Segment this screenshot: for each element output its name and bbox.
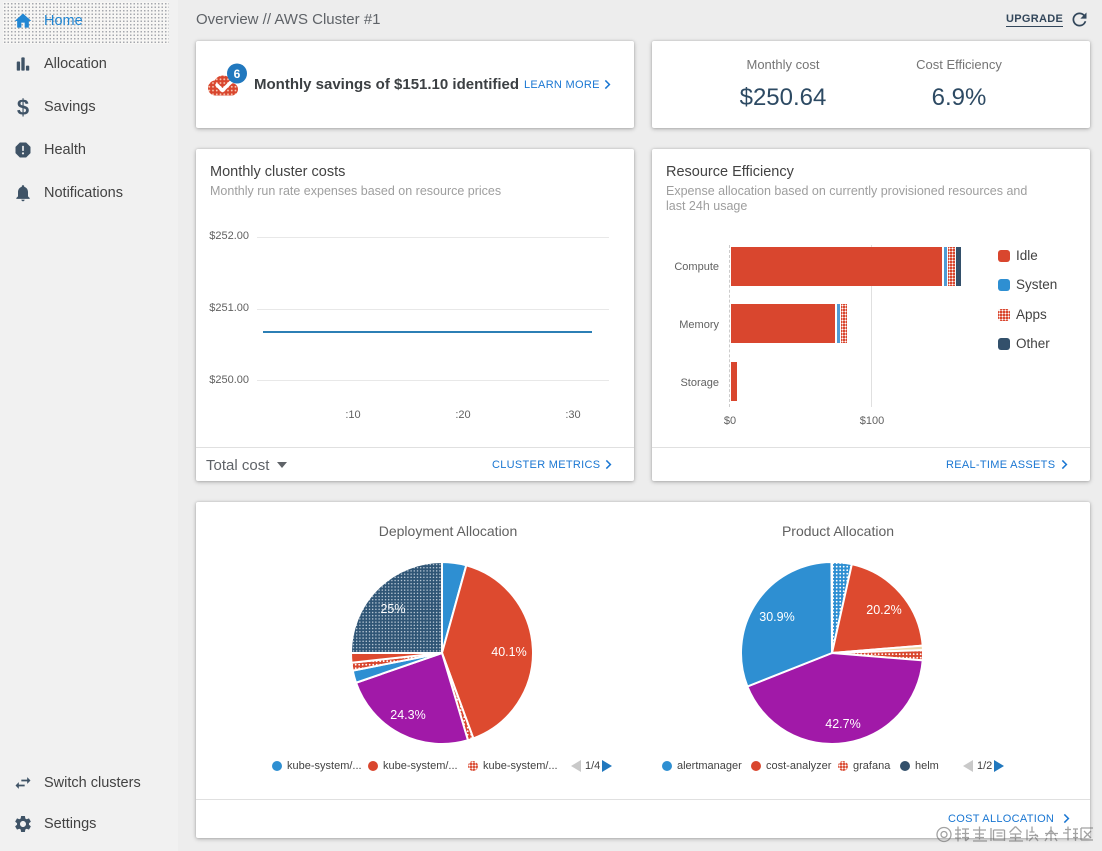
svg-text:24.3%: 24.3% xyxy=(390,708,425,722)
svg-text:40.1%: 40.1% xyxy=(491,645,526,659)
svg-text:6: 6 xyxy=(234,67,241,81)
svg-text:25%: 25% xyxy=(380,602,405,616)
svg-text:20.2%: 20.2% xyxy=(866,603,901,617)
svg-text:30.9%: 30.9% xyxy=(759,610,794,624)
svg-text:42.7%: 42.7% xyxy=(825,717,860,731)
